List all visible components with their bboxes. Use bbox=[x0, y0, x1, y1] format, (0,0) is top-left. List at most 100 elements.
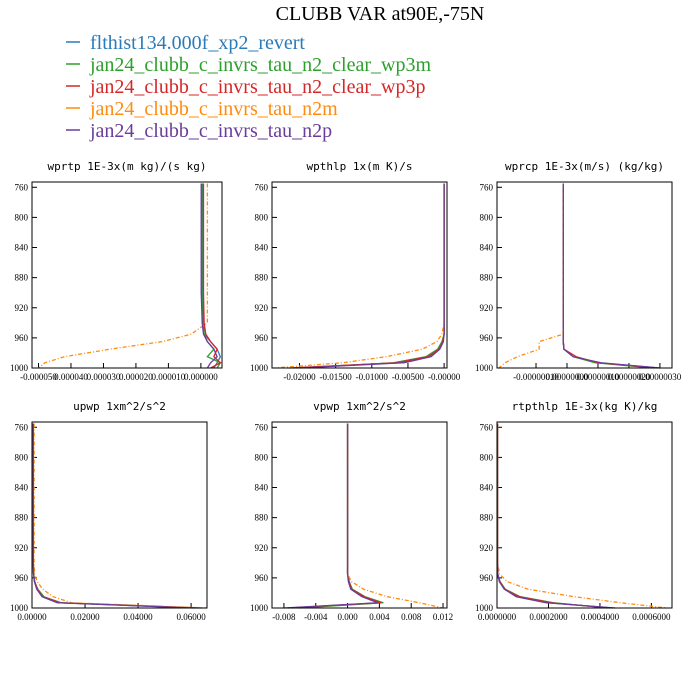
y-tick-label: 760 bbox=[255, 422, 269, 432]
y-tick-label: 960 bbox=[255, 333, 269, 343]
x-tick-label: 0.02000 bbox=[70, 612, 100, 622]
y-tick-label: 840 bbox=[255, 243, 269, 253]
x-tick-label: 0.000000 bbox=[184, 372, 218, 382]
x-tick-label: -0.00000010 bbox=[513, 372, 559, 382]
plot-frame bbox=[271, 181, 448, 369]
y-tick-label: 800 bbox=[255, 452, 269, 462]
x-tick-label: 0.000030 bbox=[87, 372, 121, 382]
y-tick-label: 1000 bbox=[475, 603, 494, 613]
legend-label: jan24_clubb_c_invrs_tau_n2p bbox=[89, 120, 332, 142]
y-tick-label: 880 bbox=[255, 513, 269, 523]
profile-line bbox=[274, 183, 445, 369]
y-tick-label: 840 bbox=[480, 243, 494, 253]
y-tick-label: 880 bbox=[15, 513, 29, 523]
x-tick-label: 0.000 bbox=[337, 612, 358, 622]
y-tick-label: 920 bbox=[255, 543, 269, 553]
panel-title: wpthlp 1x(m K)/s bbox=[307, 160, 413, 173]
y-tick-label: 880 bbox=[15, 273, 29, 283]
profile-line bbox=[299, 183, 445, 369]
y-tick-label: 760 bbox=[480, 182, 494, 192]
x-tick-label: 0.06000 bbox=[176, 612, 206, 622]
x-tick-label: 0.00000020 bbox=[608, 372, 651, 382]
y-tick-label: 840 bbox=[480, 483, 494, 493]
panel-title: upwp 1xm^2/s^2 bbox=[73, 400, 166, 413]
y-tick-label: 760 bbox=[480, 422, 494, 432]
x-tick-label: 0.00000030 bbox=[639, 372, 682, 382]
y-tick-label: 1000 bbox=[10, 603, 29, 613]
profile-line bbox=[32, 423, 194, 609]
x-tick-label: -0.000050 bbox=[20, 372, 57, 382]
chart-title: CLUBB VAR at90E,-75N bbox=[276, 3, 485, 25]
y-tick-label: 800 bbox=[15, 212, 29, 222]
profile-line bbox=[38, 183, 209, 369]
panel-title: wprcp 1E-3x(m/s) (kg/kg) bbox=[505, 160, 664, 173]
profile-line bbox=[496, 423, 616, 609]
x-tick-label: -0.008 bbox=[272, 612, 296, 622]
profile-line bbox=[283, 423, 379, 609]
x-tick-label: -0.02000 bbox=[283, 372, 316, 382]
profile-line bbox=[33, 423, 208, 609]
y-tick-label: 1000 bbox=[475, 363, 494, 373]
x-tick-label: -0.00500 bbox=[392, 372, 425, 382]
y-tick-label: 840 bbox=[15, 243, 29, 253]
x-tick-label: 0.00000000 bbox=[546, 372, 589, 382]
y-tick-label: 880 bbox=[480, 513, 494, 523]
x-tick-label: -0.004 bbox=[304, 612, 328, 622]
y-tick-label: 920 bbox=[480, 303, 494, 313]
legend-label: jan24_clubb_c_invrs_tau_n2_clear_wp3m bbox=[89, 54, 431, 76]
x-tick-label: 0.000040 bbox=[54, 372, 88, 382]
legend-label: jan24_clubb_c_invrs_tau_n2m bbox=[89, 98, 338, 120]
panel-title: vpwp 1xm^2/s^2 bbox=[313, 400, 406, 413]
y-tick-label: 960 bbox=[15, 333, 29, 343]
panel-title: wprtp 1E-3x(m kg)/(s kg) bbox=[48, 160, 207, 173]
profile-line bbox=[202, 183, 222, 369]
x-tick-label: -0.01500 bbox=[320, 372, 353, 382]
y-tick-label: 960 bbox=[480, 573, 494, 583]
x-tick-label: 0.00000010 bbox=[577, 372, 620, 382]
plot-frame bbox=[31, 181, 223, 369]
x-tick-label: 0.000010 bbox=[152, 372, 186, 382]
plot-frame bbox=[496, 421, 673, 609]
x-tick-label: 0.00000 bbox=[17, 612, 47, 622]
y-tick-label: 920 bbox=[255, 303, 269, 313]
profile-line bbox=[200, 183, 218, 369]
y-tick-label: 760 bbox=[255, 182, 269, 192]
x-tick-label: -0.00000 bbox=[428, 372, 461, 382]
x-tick-label: 0.008 bbox=[401, 612, 422, 622]
x-tick-label: 0.0004000 bbox=[581, 612, 620, 622]
y-tick-label: 800 bbox=[480, 452, 494, 462]
x-tick-label: 0.0000000 bbox=[478, 612, 517, 622]
y-tick-label: 760 bbox=[15, 182, 29, 192]
y-tick-label: 760 bbox=[15, 422, 29, 432]
panel-title: rtpthlp 1E-3x(kg K)/kg bbox=[512, 400, 658, 413]
y-tick-label: 800 bbox=[15, 452, 29, 462]
plot-frame bbox=[496, 181, 673, 369]
y-tick-label: 960 bbox=[255, 573, 269, 583]
x-tick-label: 0.04000 bbox=[123, 612, 153, 622]
y-tick-label: 920 bbox=[15, 543, 29, 553]
x-tick-label: 0.0006000 bbox=[632, 612, 671, 622]
y-tick-label: 880 bbox=[480, 273, 494, 283]
x-tick-label: 0.012 bbox=[433, 612, 453, 622]
y-tick-label: 800 bbox=[255, 212, 269, 222]
x-tick-label: 0.004 bbox=[369, 612, 390, 622]
x-tick-label: 0.000020 bbox=[119, 372, 153, 382]
y-tick-label: 1000 bbox=[10, 363, 29, 373]
legend-label: flthist134.000f_xp2_revert bbox=[90, 32, 305, 54]
y-tick-label: 1000 bbox=[250, 363, 269, 373]
y-tick-label: 920 bbox=[15, 303, 29, 313]
y-tick-label: 800 bbox=[480, 212, 494, 222]
legend-label: jan24_clubb_c_invrs_tau_n2_clear_wp3p bbox=[89, 76, 425, 98]
y-tick-label: 840 bbox=[255, 483, 269, 493]
profile-line bbox=[562, 183, 660, 369]
plot-frame bbox=[271, 421, 448, 609]
x-tick-label: 0.0002000 bbox=[529, 612, 568, 622]
y-tick-label: 840 bbox=[15, 483, 29, 493]
y-tick-label: 960 bbox=[15, 573, 29, 583]
y-tick-label: 880 bbox=[255, 273, 269, 283]
y-tick-label: 1000 bbox=[250, 603, 269, 613]
profile-line bbox=[497, 423, 667, 609]
plot-frame bbox=[31, 421, 208, 609]
y-tick-label: 920 bbox=[480, 543, 494, 553]
